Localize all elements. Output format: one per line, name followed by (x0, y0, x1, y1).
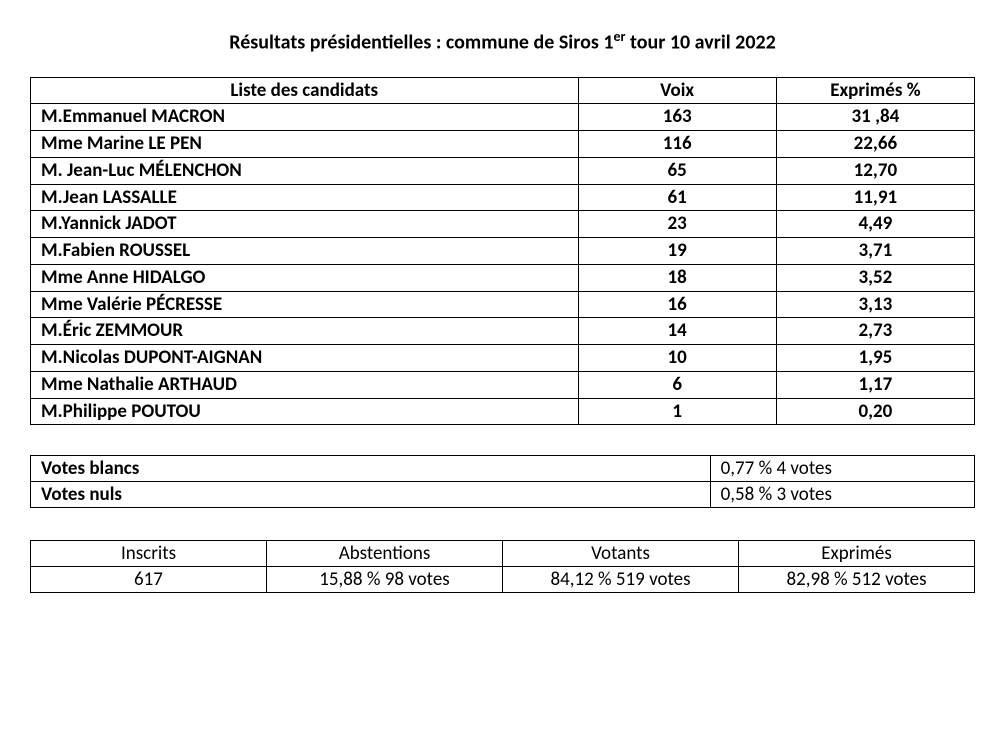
votes-row-value: 0,58 % 3 votes (710, 482, 974, 508)
page-title: Résultats présidentielles : commune de S… (30, 28, 975, 55)
candidate-voix: 1 (578, 398, 776, 425)
candidate-voix: 23 (578, 211, 776, 238)
table-row: M.Fabien ROUSSEL193,71 (31, 238, 975, 265)
candidate-name: Mme Anne HIDALGO (31, 264, 579, 291)
candidate-pct: 12,70 (776, 157, 974, 184)
candidate-name: M.Emmanuel MACRON (31, 104, 579, 131)
candidate-name: Mme Valérie PÉCRESSE (31, 291, 579, 318)
candidate-voix: 65 (578, 157, 776, 184)
candidate-name: M.Fabien ROUSSEL (31, 238, 579, 265)
candidate-pct: 11,91 (776, 184, 974, 211)
col-exprimes: Exprimés % (776, 77, 974, 104)
summary-exprimes-value: 82,98 % 512 votes (739, 567, 975, 593)
table-row: Votes blancs0,77 % 4 votes (31, 456, 975, 482)
votes-table: Votes blancs0,77 % 4 votesVotes nuls0,58… (30, 455, 975, 508)
results-table: Liste des candidats Voix Exprimés % M.Em… (30, 77, 975, 426)
candidate-pct: 1,17 (776, 371, 974, 398)
candidate-voix: 10 (578, 345, 776, 372)
candidate-pct: 4,49 (776, 211, 974, 238)
summary-abstentions-value: 15,88 % 98 votes (267, 567, 503, 593)
candidate-name: M. Jean-Luc MÉLENCHON (31, 157, 579, 184)
candidate-voix: 14 (578, 318, 776, 345)
candidate-voix: 61 (578, 184, 776, 211)
table-row: Votes nuls0,58 % 3 votes (31, 482, 975, 508)
candidate-pct: 3,13 (776, 291, 974, 318)
col-voix: Voix (578, 77, 776, 104)
table-row: M.Éric ZEMMOUR142,73 (31, 318, 975, 345)
votes-row-label: Votes blancs (31, 456, 711, 482)
table-row: M. Jean-Luc MÉLENCHON6512,70 (31, 157, 975, 184)
candidate-name: Mme Marine LE PEN (31, 131, 579, 158)
table-row: Mme Nathalie ARTHAUD61,17 (31, 371, 975, 398)
document-page: Résultats présidentielles : commune de S… (0, 0, 1005, 730)
results-table-header: Liste des candidats Voix Exprimés % (31, 77, 975, 104)
candidate-pct: 3,71 (776, 238, 974, 265)
candidate-name: M.Yannick JADOT (31, 211, 579, 238)
candidate-pct: 3,52 (776, 264, 974, 291)
table-row: M.Jean LASSALLE6111,91 (31, 184, 975, 211)
candidate-name: M.Jean LASSALLE (31, 184, 579, 211)
candidate-name: Mme Nathalie ARTHAUD (31, 371, 579, 398)
summary-votants-label: Votants (503, 541, 739, 567)
candidate-voix: 16 (578, 291, 776, 318)
candidate-name: M.Nicolas DUPONT-AIGNAN (31, 345, 579, 372)
summary-inscrits-value: 617 (31, 567, 267, 593)
summary-value-row: 617 15,88 % 98 votes 84,12 % 519 votes 8… (31, 567, 975, 593)
table-row: M.Philippe POUTOU10,20 (31, 398, 975, 425)
table-row: M.Nicolas DUPONT-AIGNAN101,95 (31, 345, 975, 372)
candidate-voix: 116 (578, 131, 776, 158)
table-row: M.Yannick JADOT234,49 (31, 211, 975, 238)
summary-header-row: Inscrits Abstentions Votants Exprimés (31, 541, 975, 567)
summary-inscrits-label: Inscrits (31, 541, 267, 567)
candidate-pct: 1,95 (776, 345, 974, 372)
candidate-voix: 163 (578, 104, 776, 131)
summary-table: Inscrits Abstentions Votants Exprimés 61… (30, 540, 975, 593)
summary-abstentions-label: Abstentions (267, 541, 503, 567)
candidate-pct: 31 ,84 (776, 104, 974, 131)
candidate-name: M.Philippe POUTOU (31, 398, 579, 425)
summary-exprimes-label: Exprimés (739, 541, 975, 567)
table-row: Mme Marine LE PEN11622,66 (31, 131, 975, 158)
table-row: M.Emmanuel MACRON16331 ,84 (31, 104, 975, 131)
results-table-body: M.Emmanuel MACRON16331 ,84Mme Marine LE … (31, 104, 975, 425)
votes-row-value: 0,77 % 4 votes (710, 456, 974, 482)
candidate-pct: 22,66 (776, 131, 974, 158)
votes-row-label: Votes nuls (31, 482, 711, 508)
table-row: Mme Anne HIDALGO183,52 (31, 264, 975, 291)
candidate-voix: 6 (578, 371, 776, 398)
candidate-pct: 0,20 (776, 398, 974, 425)
col-candidates: Liste des candidats (31, 77, 579, 104)
candidate-voix: 19 (578, 238, 776, 265)
summary-votants-value: 84,12 % 519 votes (503, 567, 739, 593)
candidate-pct: 2,73 (776, 318, 974, 345)
candidate-voix: 18 (578, 264, 776, 291)
candidate-name: M.Éric ZEMMOUR (31, 318, 579, 345)
table-row: Mme Valérie PÉCRESSE163,13 (31, 291, 975, 318)
